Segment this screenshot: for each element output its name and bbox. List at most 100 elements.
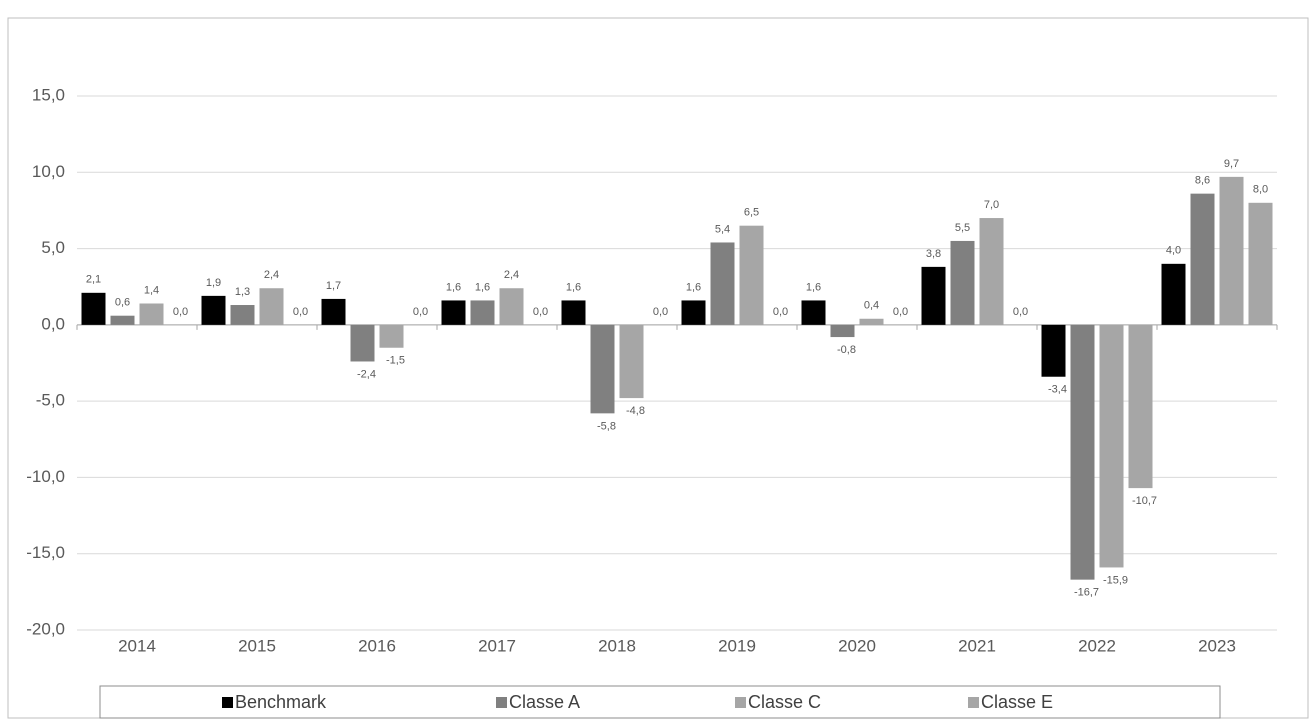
bar <box>830 324 855 338</box>
legend-label: Classe C <box>748 692 821 712</box>
x-tick-label: 2023 <box>1198 636 1236 655</box>
x-tick-label: 2015 <box>238 636 276 655</box>
bar <box>1041 324 1066 377</box>
x-tick-label: 2017 <box>478 636 516 655</box>
bar <box>921 266 946 325</box>
value-label: 0,0 <box>653 306 668 318</box>
bar <box>1070 324 1095 580</box>
value-label: 0,0 <box>173 306 188 318</box>
legend-frame <box>99 685 1221 719</box>
value-label: 1,4 <box>144 284 159 296</box>
y-tick-label: -20,0 <box>26 619 65 638</box>
bar <box>441 300 466 325</box>
bar <box>681 300 706 325</box>
bar <box>859 318 884 325</box>
value-label: 9,7 <box>1224 158 1239 170</box>
bar <box>1219 176 1244 325</box>
value-label: 4,0 <box>1166 245 1181 257</box>
value-label: 1,6 <box>686 281 701 293</box>
legend-swatch <box>735 697 746 708</box>
bar <box>979 218 1004 325</box>
value-label: 0,0 <box>533 306 548 318</box>
bar <box>1128 324 1153 489</box>
y-tick-label: 5,0 <box>41 238 65 257</box>
bar <box>230 305 255 325</box>
value-label: 1,9 <box>206 277 221 289</box>
bar <box>590 324 615 414</box>
value-label: 0,0 <box>893 306 908 318</box>
x-tick-label: 2019 <box>718 636 756 655</box>
bar <box>470 300 495 325</box>
legend-swatch <box>496 697 507 708</box>
value-label: -4,8 <box>626 405 645 417</box>
bar <box>321 298 346 325</box>
x-tick-label: 2020 <box>838 636 876 655</box>
y-tick-label: 0,0 <box>41 314 65 333</box>
value-label: -16,7 <box>1074 587 1099 599</box>
value-label: 2,1 <box>86 274 101 286</box>
value-label: 8,0 <box>1253 184 1268 196</box>
legend-swatch <box>222 697 233 708</box>
x-tick-label: 2014 <box>118 636 156 655</box>
value-label: 0,4 <box>864 300 879 312</box>
value-label: 0,0 <box>1013 306 1028 318</box>
y-tick-label: -15,0 <box>26 543 65 562</box>
bar <box>499 288 524 325</box>
value-label: -1,5 <box>386 355 405 367</box>
bar <box>81 292 106 325</box>
bar <box>350 324 375 362</box>
value-label: 2,4 <box>264 269 279 281</box>
value-label: 6,5 <box>744 207 759 219</box>
legend-label: Classe A <box>509 692 580 712</box>
bar <box>950 240 975 325</box>
value-label: 1,3 <box>235 286 250 298</box>
value-label: 1,6 <box>566 281 581 293</box>
value-label: 3,8 <box>926 248 941 260</box>
value-label: 8,6 <box>1195 175 1210 187</box>
bar <box>1248 202 1273 325</box>
y-tick-label: 15,0 <box>32 85 65 104</box>
legend-swatch <box>968 697 979 708</box>
value-label: 1,6 <box>446 281 461 293</box>
value-label: -10,7 <box>1132 495 1157 507</box>
bar <box>561 300 586 325</box>
value-label: 1,6 <box>806 281 821 293</box>
value-label: 5,4 <box>715 223 730 235</box>
bar <box>1190 193 1215 325</box>
value-label: 1,7 <box>326 280 341 292</box>
bar <box>801 300 826 325</box>
legend-label: Classe E <box>981 692 1053 712</box>
value-label: 0,0 <box>293 306 308 318</box>
x-tick-label: 2022 <box>1078 636 1116 655</box>
value-label: -5,8 <box>597 420 616 432</box>
y-tick-label: -5,0 <box>36 391 65 410</box>
x-tick-label: 2021 <box>958 636 996 655</box>
bar <box>379 324 404 348</box>
value-label: 1,6 <box>475 281 490 293</box>
bar <box>1161 263 1186 325</box>
bar <box>139 303 164 325</box>
bar <box>1099 324 1124 568</box>
value-label: -3,4 <box>1048 384 1067 396</box>
value-label: -2,4 <box>357 368 376 380</box>
value-label: -15,9 <box>1103 574 1128 586</box>
x-tick-label: 2018 <box>598 636 636 655</box>
bar <box>201 295 226 325</box>
legend-label: Benchmark <box>235 692 327 712</box>
bar <box>110 315 135 325</box>
value-label: 0,0 <box>773 306 788 318</box>
bar <box>259 288 284 325</box>
x-tick-label: 2016 <box>358 636 396 655</box>
value-label: 0,6 <box>115 297 130 309</box>
value-label: 2,4 <box>504 269 519 281</box>
bar <box>619 324 644 399</box>
bar <box>710 242 735 325</box>
bar <box>739 225 764 325</box>
y-tick-label: -10,0 <box>26 467 65 486</box>
y-tick-label: 10,0 <box>32 162 65 181</box>
value-label: 7,0 <box>984 199 999 211</box>
value-label: 5,5 <box>955 222 970 234</box>
value-label: -0,8 <box>837 344 856 356</box>
value-label: 0,0 <box>413 306 428 318</box>
